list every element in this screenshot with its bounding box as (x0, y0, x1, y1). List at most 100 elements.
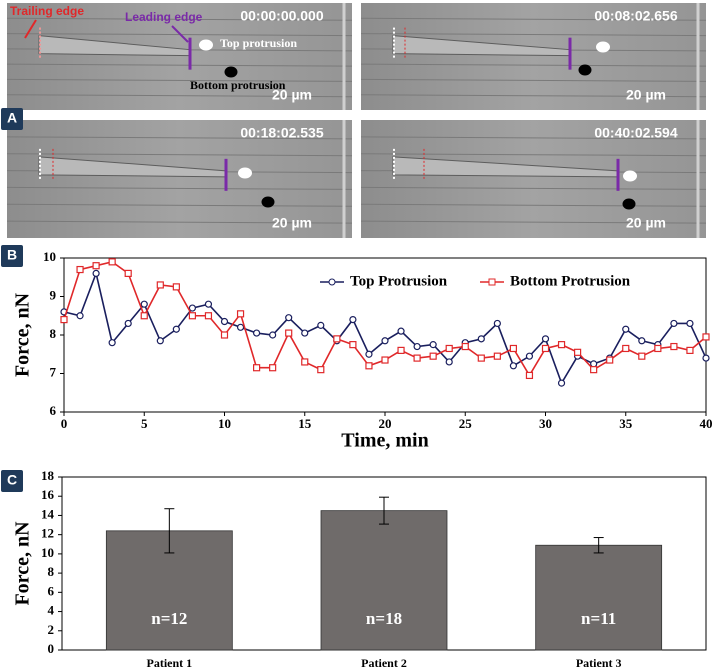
circle-marker (590, 360, 598, 368)
y-axis-label: Force, nN (12, 292, 34, 377)
circle-marker (525, 352, 534, 360)
channel-line (6, 63, 353, 67)
bar-annotation: n=11 (581, 609, 616, 628)
y-axis-label: Force, nN (12, 521, 34, 606)
top-protrusion-dot (596, 41, 610, 53)
legend-label: Bottom Protrusion (510, 273, 631, 289)
channel-line (6, 94, 353, 98)
circle-marker (301, 329, 309, 337)
channel-line (360, 63, 707, 67)
channel-line (360, 220, 707, 224)
scale-bar-label: 20 µm (272, 215, 312, 231)
circle-marker (349, 316, 357, 324)
square-marker (60, 316, 68, 324)
trailing-edge-arrow (24, 19, 37, 39)
x-tick-label: 10 (218, 416, 231, 431)
y-tick-label: 0 (48, 641, 55, 656)
circle-marker (413, 342, 421, 351)
square-marker (156, 281, 164, 289)
trailing-edge-label: Trailing edge (10, 4, 84, 18)
series-line (63, 270, 707, 385)
square-marker (445, 344, 453, 353)
square-marker (397, 346, 405, 354)
bar-annotation: n=12 (151, 609, 187, 628)
square-marker (525, 371, 534, 380)
square-marker (349, 341, 357, 349)
channel-line (360, 94, 707, 98)
y-tick-label: 6 (50, 403, 57, 418)
square-marker (638, 352, 646, 360)
circle-marker (317, 321, 325, 329)
channel-line (6, 203, 353, 207)
channel-line (6, 136, 353, 140)
y-tick-label: 16 (41, 487, 55, 502)
microscopy-frame: 00:40:02.594 20 µm (360, 120, 707, 238)
circle-marker (493, 319, 501, 328)
frame-background (7, 3, 352, 110)
timestamp: 00:18:02.535 (240, 125, 324, 141)
bottom-protrusion-dot (224, 66, 238, 78)
circle-marker (702, 354, 710, 362)
square-marker (92, 262, 100, 270)
square-marker (702, 333, 710, 341)
leading-edge-label: Leading edge (125, 10, 203, 24)
square-marker (557, 341, 566, 349)
panel-label: A (7, 110, 17, 126)
scale-bar-label: 20 µm (626, 87, 666, 103)
bottom-protrusion-label: Bottom protrusion (190, 78, 286, 92)
channel-line (360, 78, 707, 82)
circle-marker (269, 331, 277, 339)
square-marker (606, 356, 614, 364)
x-tick-label: 25 (459, 416, 473, 431)
square-marker (509, 344, 517, 353)
square-marker (269, 364, 277, 372)
circle-marker (236, 323, 245, 331)
channel-line (6, 220, 353, 224)
square-marker (172, 283, 180, 291)
circle-marker (285, 314, 293, 322)
channel-line (360, 203, 707, 207)
circle-marker (397, 327, 405, 335)
top-protrusion-label: Top protrusion (220, 36, 297, 50)
square-marker (493, 352, 501, 360)
y-tick-label: 8 (50, 326, 57, 341)
circle-marker (220, 317, 229, 326)
square-marker (590, 366, 598, 374)
frame-background (361, 120, 706, 238)
x-tick-label: 20 (379, 416, 392, 431)
microscopy-frame: 00:18:02.535 20 µm (6, 120, 353, 238)
x-tick-label: 5 (141, 416, 148, 431)
square-marker (188, 312, 196, 320)
scale-bar-label: 20 µm (626, 215, 666, 231)
square-marker (204, 312, 213, 320)
circle-marker (686, 319, 694, 328)
x-tick-label: 35 (619, 416, 633, 431)
panel-label: C (7, 472, 17, 488)
circle-marker (477, 335, 485, 343)
circle-marker (124, 319, 132, 328)
x-tick-label: Patient 2 (361, 656, 407, 670)
legend-marker (328, 278, 336, 286)
bottom-protrusion-dot (261, 196, 275, 208)
circle-marker (670, 319, 678, 328)
timestamp: 00:08:02.656 (594, 8, 678, 24)
channel-line (6, 78, 353, 82)
square-marker (253, 364, 261, 372)
panel-label-box (1, 108, 23, 130)
square-marker (220, 331, 229, 339)
x-tick-label: Patient 3 (576, 656, 622, 670)
y-tick-label: 12 (41, 526, 54, 541)
leading-edge-arrow (171, 25, 189, 43)
square-marker (670, 342, 678, 351)
top-protrusion-dot (623, 170, 637, 182)
channel-line (360, 136, 707, 140)
bar (535, 544, 663, 651)
y-tick-label: 7 (50, 364, 57, 379)
square-marker (124, 269, 132, 277)
square-marker (654, 344, 662, 353)
timestamp: 00:40:02.594 (594, 125, 678, 141)
frame-background (361, 3, 706, 110)
channel-line (360, 17, 707, 21)
scale-bar-label: 20 µm (272, 87, 312, 103)
